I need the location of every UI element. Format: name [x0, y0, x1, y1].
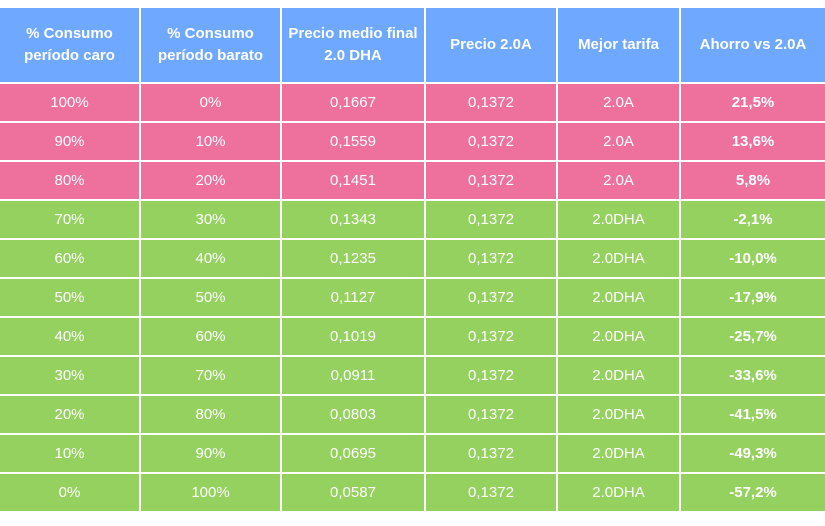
cell-consumo-caro: 60% [0, 240, 141, 279]
cell-ahorro: -49,3% [681, 435, 825, 474]
cell-mejor-tarifa: 2.0DHA [558, 435, 681, 474]
cell-mejor-tarifa: 2.0DHA [558, 279, 681, 318]
cell-ahorro: -33,6% [681, 357, 825, 396]
header-mejor-tarifa: Mejor tarifa [558, 8, 681, 84]
cell-mejor-tarifa: 2.0DHA [558, 240, 681, 279]
table-row: 100% 0% 0,1667 0,1372 2.0A 21,5% [0, 84, 825, 123]
cell-consumo-caro: 100% [0, 84, 141, 123]
cell-consumo-barato: 30% [141, 201, 282, 240]
cell-consumo-barato: 90% [141, 435, 282, 474]
cell-mejor-tarifa: 2.0DHA [558, 396, 681, 435]
cell-consumo-barato: 100% [141, 474, 282, 513]
cell-precio-20a: 0,1372 [426, 84, 558, 123]
cell-mejor-tarifa: 2.0DHA [558, 201, 681, 240]
header-consumo-caro: % Consumo período caro [0, 8, 141, 84]
header-consumo-barato: % Consumo período barato [141, 8, 282, 84]
cell-consumo-barato: 50% [141, 279, 282, 318]
table-row: 90% 10% 0,1559 0,1372 2.0A 13,6% [0, 123, 825, 162]
cell-consumo-barato: 80% [141, 396, 282, 435]
cell-consumo-caro: 10% [0, 435, 141, 474]
cell-precio-medio-dha: 0,1343 [282, 201, 426, 240]
cell-consumo-caro: 0% [0, 474, 141, 513]
tariff-comparison-table: % Consumo período caro % Consumo período… [0, 8, 825, 513]
table-row: 60% 40% 0,1235 0,1372 2.0DHA -10,0% [0, 240, 825, 279]
header-precio-20a: Precio 2.0A [426, 8, 558, 84]
table-row: 30% 70% 0,0911 0,1372 2.0DHA -33,6% [0, 357, 825, 396]
table-row: 0% 100% 0,0587 0,1372 2.0DHA -57,2% [0, 474, 825, 513]
cell-mejor-tarifa: 2.0DHA [558, 357, 681, 396]
table-row: 40% 60% 0,1019 0,1372 2.0DHA -25,7% [0, 318, 825, 357]
cell-consumo-barato: 0% [141, 84, 282, 123]
cell-consumo-barato: 40% [141, 240, 282, 279]
cell-mejor-tarifa: 2.0DHA [558, 318, 681, 357]
table-header-row: % Consumo período caro % Consumo período… [0, 8, 825, 84]
table-row: 10% 90% 0,0695 0,1372 2.0DHA -49,3% [0, 435, 825, 474]
cell-precio-medio-dha: 0,0695 [282, 435, 426, 474]
cell-ahorro: -10,0% [681, 240, 825, 279]
cell-precio-20a: 0,1372 [426, 396, 558, 435]
cell-precio-medio-dha: 0,0803 [282, 396, 426, 435]
cell-consumo-caro: 20% [0, 396, 141, 435]
cell-ahorro: -25,7% [681, 318, 825, 357]
cell-precio-20a: 0,1372 [426, 240, 558, 279]
header-precio-medio-dha: Precio medio final 2.0 DHA [282, 8, 426, 84]
cell-ahorro: 21,5% [681, 84, 825, 123]
cell-consumo-caro: 90% [0, 123, 141, 162]
cell-ahorro: -41,5% [681, 396, 825, 435]
cell-precio-20a: 0,1372 [426, 123, 558, 162]
cell-precio-medio-dha: 0,0911 [282, 357, 426, 396]
cell-precio-20a: 0,1372 [426, 435, 558, 474]
cell-precio-20a: 0,1372 [426, 474, 558, 513]
cell-consumo-barato: 70% [141, 357, 282, 396]
cell-mejor-tarifa: 2.0A [558, 123, 681, 162]
header-ahorro: Ahorro vs 2.0A [681, 8, 825, 84]
cell-ahorro: -17,9% [681, 279, 825, 318]
cell-precio-20a: 0,1372 [426, 162, 558, 201]
table-row: 20% 80% 0,0803 0,1372 2.0DHA -41,5% [0, 396, 825, 435]
cell-consumo-barato: 20% [141, 162, 282, 201]
cell-consumo-caro: 70% [0, 201, 141, 240]
cell-precio-20a: 0,1372 [426, 357, 558, 396]
cell-consumo-barato: 60% [141, 318, 282, 357]
cell-precio-20a: 0,1372 [426, 201, 558, 240]
cell-mejor-tarifa: 2.0A [558, 162, 681, 201]
cell-precio-20a: 0,1372 [426, 279, 558, 318]
cell-precio-medio-dha: 0,1451 [282, 162, 426, 201]
cell-precio-medio-dha: 0,1559 [282, 123, 426, 162]
cell-ahorro: 5,8% [681, 162, 825, 201]
cell-mejor-tarifa: 2.0DHA [558, 474, 681, 513]
cell-consumo-caro: 80% [0, 162, 141, 201]
cell-precio-20a: 0,1372 [426, 318, 558, 357]
cell-precio-medio-dha: 0,0587 [282, 474, 426, 513]
cell-consumo-barato: 10% [141, 123, 282, 162]
table-row: 50% 50% 0,1127 0,1372 2.0DHA -17,9% [0, 279, 825, 318]
table-row: 80% 20% 0,1451 0,1372 2.0A 5,8% [0, 162, 825, 201]
cell-ahorro: -2,1% [681, 201, 825, 240]
cell-ahorro: -57,2% [681, 474, 825, 513]
cell-precio-medio-dha: 0,1019 [282, 318, 426, 357]
cell-mejor-tarifa: 2.0A [558, 84, 681, 123]
table-row: 70% 30% 0,1343 0,1372 2.0DHA -2,1% [0, 201, 825, 240]
cell-precio-medio-dha: 0,1667 [282, 84, 426, 123]
cell-precio-medio-dha: 0,1127 [282, 279, 426, 318]
cell-ahorro: 13,6% [681, 123, 825, 162]
cell-consumo-caro: 30% [0, 357, 141, 396]
cell-consumo-caro: 50% [0, 279, 141, 318]
cell-consumo-caro: 40% [0, 318, 141, 357]
cell-precio-medio-dha: 0,1235 [282, 240, 426, 279]
